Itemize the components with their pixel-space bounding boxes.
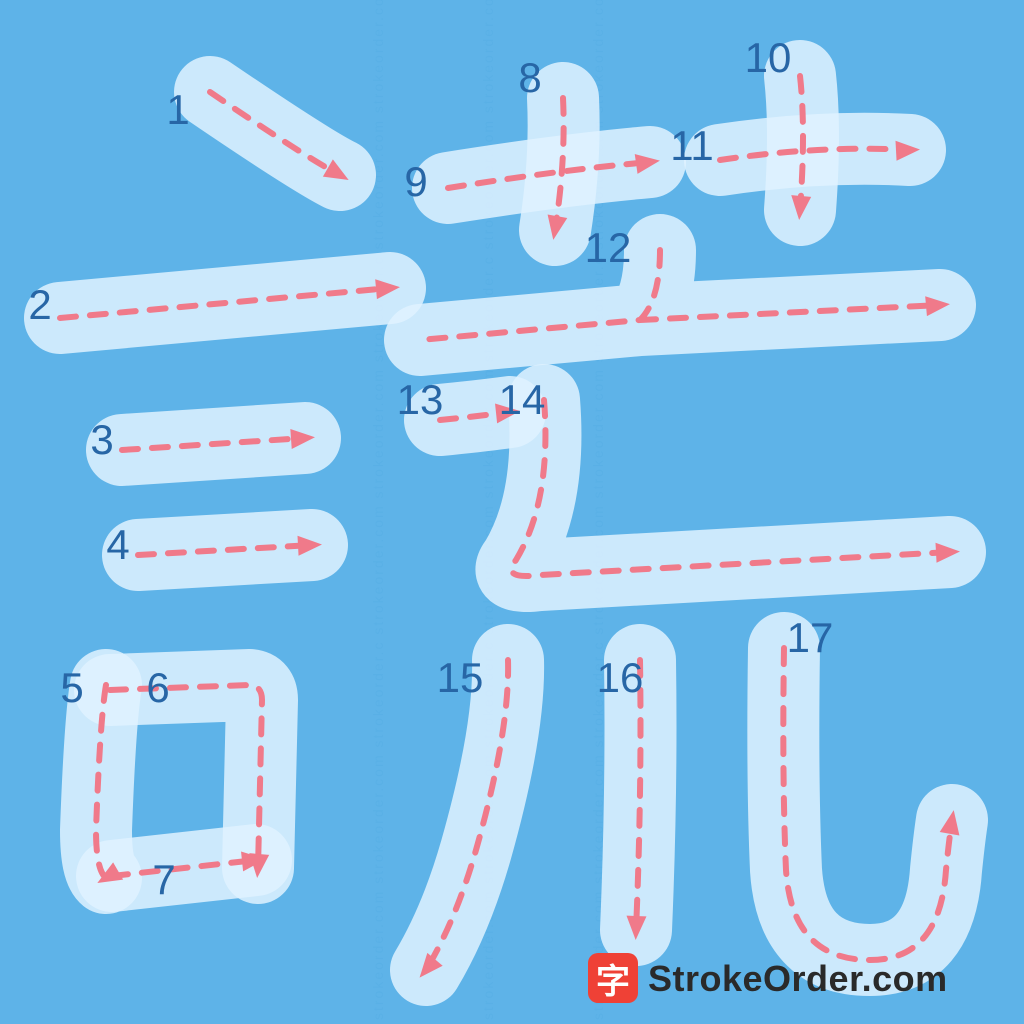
stroke-number-7: 7: [152, 856, 175, 904]
stroke-number-14: 14: [499, 376, 546, 424]
stroke-number-17: 17: [787, 614, 834, 662]
stroke-number-15: 15: [437, 654, 484, 702]
stroke-number-10: 10: [745, 34, 792, 82]
stroke-number-2: 2: [28, 281, 51, 329]
stroke-number-8: 8: [518, 54, 541, 102]
stroke-number-9: 9: [404, 158, 427, 206]
stroke-number-4: 4: [106, 521, 129, 569]
stroke-number-1: 1: [166, 86, 189, 134]
stroke-number-6: 6: [146, 664, 169, 712]
stroke-body-12: [420, 250, 940, 340]
stroke-number-16: 16: [597, 654, 644, 702]
stroke-number-12: 12: [585, 224, 632, 272]
stroke-number-11: 11: [670, 122, 714, 170]
stroke-body-17: [783, 648, 952, 960]
stroke-number-3: 3: [90, 416, 113, 464]
stroke-number-5: 5: [60, 664, 83, 712]
stroke-body-14: [511, 400, 950, 576]
brand-badge: 字: [588, 953, 638, 1003]
stroke-number-13: 13: [397, 376, 444, 424]
stroke-order-diagram: strokeorder.com strokeorder.com strokeor…: [0, 0, 1024, 1024]
badge-char: 字: [596, 954, 630, 1003]
brand-text: StrokeOrder.com: [648, 958, 948, 1000]
stroke-body-15: [426, 660, 508, 970]
